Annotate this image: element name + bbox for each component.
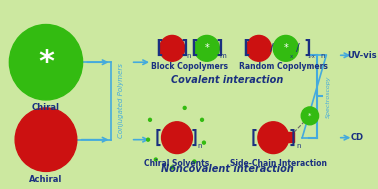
Text: Covalent interaction: Covalent interaction [171, 75, 283, 85]
Circle shape [154, 158, 157, 161]
Circle shape [171, 166, 174, 169]
Circle shape [246, 35, 271, 61]
Text: Spectroscopy: Spectroscopy [326, 75, 331, 118]
Circle shape [203, 141, 205, 144]
Circle shape [160, 35, 185, 61]
Text: 1-x: 1-x [308, 54, 316, 59]
Circle shape [15, 108, 77, 171]
Text: [: [ [153, 129, 163, 147]
Text: ]: ] [179, 39, 190, 57]
Text: UV-vis: UV-vis [347, 51, 377, 60]
Text: Chiral: Chiral [32, 103, 60, 112]
Circle shape [149, 118, 152, 121]
Text: [: [ [249, 129, 259, 147]
Circle shape [147, 138, 150, 141]
Text: ]: ] [214, 39, 225, 57]
Text: n: n [320, 53, 325, 59]
Text: Conjugated Polymers: Conjugated Polymers [118, 64, 124, 138]
Text: CD: CD [350, 133, 364, 142]
Text: Random Copolymers: Random Copolymers [240, 62, 328, 71]
Text: ]: ] [302, 39, 313, 57]
Text: *: * [38, 48, 54, 77]
Text: n: n [198, 143, 202, 149]
Text: Block Copolymers: Block Copolymers [151, 62, 228, 71]
Circle shape [273, 35, 298, 61]
Text: n: n [296, 143, 301, 149]
Circle shape [193, 160, 196, 163]
Text: [: [ [240, 39, 251, 57]
Circle shape [161, 122, 192, 154]
Text: [: [ [188, 39, 199, 57]
Text: x: x [290, 54, 293, 59]
Text: ]: ] [288, 129, 297, 147]
Text: Side-Chain Interaction: Side-Chain Interaction [229, 159, 327, 168]
Circle shape [194, 35, 219, 61]
Text: /: / [296, 43, 300, 53]
Text: *: * [284, 43, 288, 53]
Text: Chiral Solvents: Chiral Solvents [144, 159, 210, 168]
Circle shape [258, 122, 289, 154]
Text: Noncovalent interaction: Noncovalent interaction [161, 164, 293, 174]
Circle shape [183, 106, 186, 109]
Circle shape [201, 118, 203, 121]
Text: *: * [308, 113, 311, 119]
Circle shape [9, 25, 82, 100]
Text: m: m [220, 53, 226, 59]
Text: [: [ [153, 39, 164, 57]
Text: *: * [204, 43, 209, 53]
Text: n: n [186, 53, 191, 59]
FancyBboxPatch shape [285, 132, 294, 142]
Circle shape [301, 107, 319, 125]
Text: ]: ] [189, 129, 199, 147]
Text: /: / [271, 43, 274, 53]
Text: Achiral: Achiral [29, 175, 63, 184]
